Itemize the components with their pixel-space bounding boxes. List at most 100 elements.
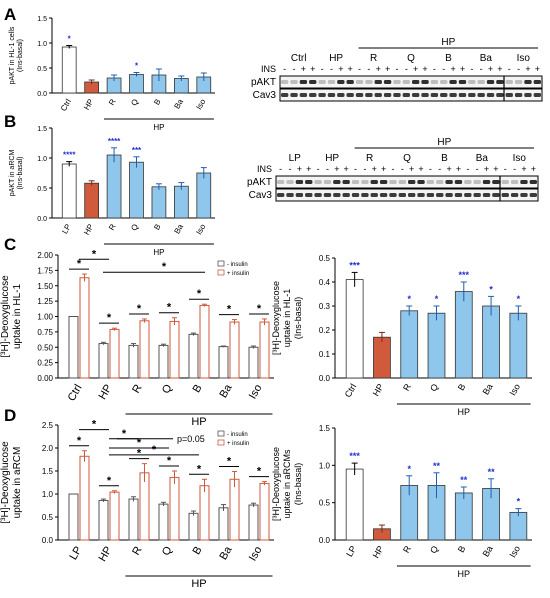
- blot-ins-sign: +: [484, 164, 489, 174]
- x-tick-label: R: [107, 222, 118, 232]
- blot-band: [473, 193, 481, 197]
- significance-mark: *: [227, 455, 232, 467]
- y-tick-label: 0.5: [42, 513, 54, 522]
- blot-ins-sign: +: [493, 164, 498, 174]
- significance-mark: *: [257, 466, 262, 478]
- bar: [128, 344, 139, 379]
- significance-mark: *: [227, 304, 232, 316]
- x-tick-label: Q: [428, 544, 440, 555]
- blot-band: [383, 80, 392, 84]
- blot-lane-label: Ba: [476, 153, 489, 164]
- blot-band: [496, 93, 504, 97]
- legend-label: - insulin: [227, 432, 248, 438]
- blot-band: [445, 180, 453, 184]
- significance-mark: *: [407, 294, 411, 304]
- blot-band: [417, 193, 425, 197]
- y-axis-label: [³H]-Deoxyglucose: [271, 447, 281, 521]
- blot-band: [408, 193, 416, 197]
- blot-band: [464, 193, 472, 197]
- blot-ins-sign: +: [409, 164, 414, 174]
- x-tick-label: B: [456, 544, 468, 554]
- blot-band: [482, 193, 491, 197]
- blot-strip: [279, 75, 543, 89]
- blot-ins-sign: +: [488, 64, 493, 74]
- blot-ins-sign: -: [354, 164, 357, 174]
- x-tick-label: B: [456, 382, 468, 392]
- significance-mark: *: [197, 463, 202, 475]
- blot-band: [501, 193, 509, 197]
- y-tick-label: 0.25: [37, 359, 53, 368]
- y-tick-label: 1.00: [37, 313, 53, 322]
- blot-band: [402, 80, 410, 84]
- x-tick-label: Ba: [481, 382, 495, 397]
- blot-ins-sign: +: [497, 64, 502, 74]
- y-tick-label: 1.5: [319, 424, 331, 433]
- bar: [106, 154, 122, 219]
- blot-ins-sign: -: [279, 164, 282, 174]
- x-tick-label: R: [401, 544, 413, 555]
- blot-band: [295, 180, 304, 184]
- x-tick-label: LP: [344, 544, 358, 559]
- blot-ins-sign: +: [460, 64, 465, 74]
- blot-band: [464, 180, 472, 184]
- blot-band: [393, 93, 401, 97]
- bar: [259, 321, 270, 379]
- bar: [259, 482, 270, 541]
- bar: [248, 346, 259, 379]
- blot-lane-label: B: [441, 153, 448, 164]
- blot-band: [389, 193, 397, 197]
- blot-band: [514, 93, 523, 97]
- blot-band: [440, 80, 448, 84]
- x-tick-label: LP: [60, 223, 73, 236]
- blot-ins-sign: -: [330, 64, 333, 74]
- blot-band: [430, 80, 439, 84]
- x-tick-label: Ctrl: [343, 382, 359, 399]
- y-axis-label: [³H]-Deoxyglucose: [0, 441, 11, 524]
- blot-band: [402, 93, 410, 97]
- blot-band: [445, 193, 453, 197]
- blot-band: [327, 93, 336, 97]
- blot-ins-sign: +: [422, 64, 427, 74]
- x-tick-label: HP: [97, 545, 115, 564]
- bar: [84, 182, 99, 219]
- significance-mark: *: [77, 258, 82, 270]
- blot-lane-label: HP: [325, 153, 339, 164]
- blot-lane-label: HP: [329, 53, 343, 64]
- blot-band: [492, 193, 500, 197]
- blot-band: [524, 93, 532, 97]
- y-tick-label: 0.5: [319, 254, 331, 263]
- y-tick-label: 0.5: [319, 499, 331, 508]
- bar: [188, 512, 199, 541]
- blot-band: [524, 80, 532, 84]
- bar: [129, 161, 144, 219]
- bar: [151, 186, 167, 219]
- bar: [98, 343, 109, 379]
- blot-band: [458, 93, 467, 97]
- blot-lane-label: LP: [289, 153, 302, 164]
- blot-ins-sign: -: [517, 64, 520, 74]
- blot-band: [281, 80, 289, 84]
- blot-row-label: Cav3: [253, 90, 277, 101]
- chart-D-left: 0.0 0.5 1.0 1.5 2.0 2.5 [³H]-Deoxyglucose uptak…: [0, 419, 274, 590]
- blot-ins-sign: +: [334, 164, 339, 174]
- blot-band: [477, 93, 485, 97]
- legend-swatch: [217, 269, 225, 276]
- blot-band: [355, 93, 364, 97]
- blot-ins-sign: -: [513, 164, 516, 174]
- blot-band: [351, 180, 360, 184]
- bar: [174, 185, 189, 219]
- bar: [68, 316, 79, 379]
- blot-ins-sign: +: [385, 64, 390, 74]
- y-axis-label: (Ins-basal): [17, 156, 24, 189]
- blot-ins-sign: -: [480, 64, 483, 74]
- significance-mark: *: [92, 419, 97, 431]
- x-tick-label: Iso: [247, 545, 265, 564]
- blot-band: [533, 93, 541, 97]
- significance-mark: *: [257, 303, 262, 315]
- bar: [199, 304, 210, 379]
- bar: [427, 312, 446, 379]
